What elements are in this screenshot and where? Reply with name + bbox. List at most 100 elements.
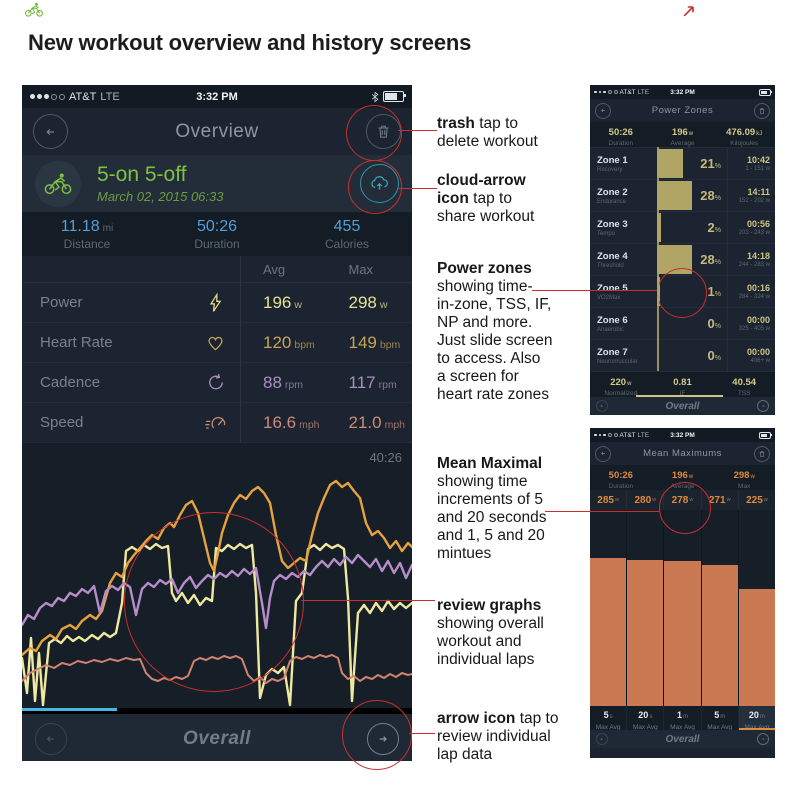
nav-bar: Power Zones (590, 99, 775, 122)
mm-bar (738, 589, 775, 706)
annotation-line: and 1, 5 and 20 (437, 527, 562, 545)
mm-bar-column (738, 510, 775, 706)
graph-scrollbar[interactable] (22, 708, 412, 714)
mm-duration-tab[interactable]: 20m Max Avg (738, 706, 775, 731)
back-button[interactable] (595, 445, 611, 462)
stat-number: 476.09 (726, 127, 756, 138)
percent-value: 21 (700, 155, 715, 171)
callout-circle-graph (124, 512, 304, 692)
stat-label: Duration (194, 236, 240, 251)
stat-value: 476.09kJ (726, 122, 762, 140)
callout-circle-trash (346, 105, 402, 161)
signal-dots-icon (594, 433, 618, 437)
workout-header: 5-on 5-off March 02, 2015 06:33 (22, 155, 412, 212)
zone-row: Zone 3 Tempo 2% 00:56 203 - 243 w (590, 211, 775, 243)
mm-bar (701, 565, 738, 706)
lap-selector-bar: Overall (590, 397, 775, 415)
annotation-line: icon tap to (437, 190, 562, 208)
lap-label: Overall (665, 400, 700, 412)
stat: 220w Normalized (590, 372, 652, 397)
annotation-text: mintues (437, 545, 492, 562)
speed-icon (203, 413, 226, 433)
mm-duration-tab[interactable]: 5m Max Avg (702, 706, 739, 731)
percent-sign: % (714, 258, 721, 266)
summary-stats: 11.18 mi Distance 50:26 Duration 455 Calories (22, 212, 412, 256)
carrier-label: AT&T (619, 431, 636, 439)
zone-watt-range: 1 - 151 w (745, 166, 770, 172)
metric-max-value: 149 bpm (327, 333, 413, 353)
back-button[interactable] (33, 114, 68, 149)
zone-list: Zone 1 Recovery 21% 10:42 1 - 151 w Zone 2 End… (590, 147, 775, 371)
value: 149 (348, 332, 377, 352)
stat-value: 196w (672, 465, 693, 483)
zone-percent: 0% (708, 315, 721, 333)
note-cloud-arrow: cloud-arrow icon tap to share workout (437, 172, 562, 226)
stat: 476.09kJ Kilojoules (713, 122, 775, 147)
network-label: LTE (100, 90, 120, 103)
lap-label: Overall (183, 728, 251, 749)
value: 225 (746, 494, 763, 506)
stat: 50:26 Duration (590, 465, 652, 490)
stat-value: 50:26 (197, 218, 237, 236)
zone-watt-range: 152 - 202 w (738, 198, 770, 204)
stat-number: 11.18 (60, 217, 100, 235)
annotation-text: showing overall (437, 615, 544, 632)
metric-max-value: 117 rpm (327, 373, 413, 393)
stat-number: 0.81 (673, 377, 692, 388)
duration-unit: s (609, 714, 613, 720)
stat-unit: kJ (756, 131, 763, 137)
stat-label: TSS (737, 390, 751, 397)
stat-label: Average (670, 140, 695, 147)
mm-duration-tab[interactable]: 5s Max Avg (590, 706, 628, 731)
annotation-bold: review graphs (437, 597, 542, 614)
callout-line-review-graphs (301, 600, 435, 601)
duration-value: 5 (603, 710, 609, 720)
annotation-line: Mean Maximal (437, 455, 562, 473)
unit: w (294, 298, 302, 311)
stat-number: 196 (671, 470, 688, 481)
next-lap-button[interactable] (757, 400, 769, 412)
zone-bar (657, 149, 684, 178)
zone-percent: 21% (700, 155, 721, 173)
trash-button[interactable] (754, 445, 770, 462)
percent-sign: % (714, 194, 721, 202)
next-lap-button[interactable] (757, 733, 769, 745)
annotation-line: individual laps (437, 651, 562, 669)
unit: bpm (379, 338, 401, 351)
mm-bar-column (590, 510, 628, 706)
annotation-line: to access. Also (437, 350, 562, 368)
mm-bar-column (664, 510, 702, 706)
previous-lap-button[interactable] (596, 400, 608, 412)
annotation-line: showing overall (437, 615, 562, 633)
metric-row: Power 196 w 298 w (22, 283, 412, 323)
note-review-graphs: review graphs showing overall workout and i… (437, 597, 562, 669)
previous-lap-button[interactable] (596, 733, 608, 745)
zone-time: 14:18 (746, 251, 770, 261)
zone-time: 00:16 (746, 283, 770, 293)
annotation-bold: trash (437, 115, 475, 132)
duration-value: 1 (677, 710, 683, 720)
stat-label: Duration (608, 483, 634, 490)
stat-label: Calories (324, 236, 369, 251)
annotation-text: showing time (437, 473, 528, 490)
clock: 3:32 PM (670, 88, 695, 96)
previous-lap-button[interactable] (35, 723, 67, 755)
bolt-icon (206, 292, 226, 314)
mm-duration-tab[interactable]: 20s Max Avg (627, 706, 665, 731)
stat-number: 50:26 (608, 470, 633, 481)
zone-percent: 28% (700, 187, 721, 205)
annotation-text: and 20 seconds (437, 509, 547, 526)
zone-row: Zone 7 Neuromuscular 0% 00:00 406+ w (590, 339, 775, 371)
clock: 3:32 PM (670, 431, 695, 439)
trash-button[interactable] (754, 102, 770, 119)
mm-duration-tab[interactable]: 1m Max Avg (664, 706, 702, 731)
zone-percent: 28% (700, 251, 721, 269)
value: 88 (263, 372, 282, 392)
zone-percent: 2% (708, 219, 721, 237)
zone-time: 00:00 (746, 315, 770, 325)
workout-datetime: March 02, 2015 06:33 (97, 189, 224, 204)
back-button[interactable] (595, 102, 611, 119)
lap-label: Overall (665, 733, 700, 745)
mm-duration-tabs: 5s Max Avg 20s Max Avg 1m Max Avg 5m Max Avg 20m… (590, 706, 775, 731)
